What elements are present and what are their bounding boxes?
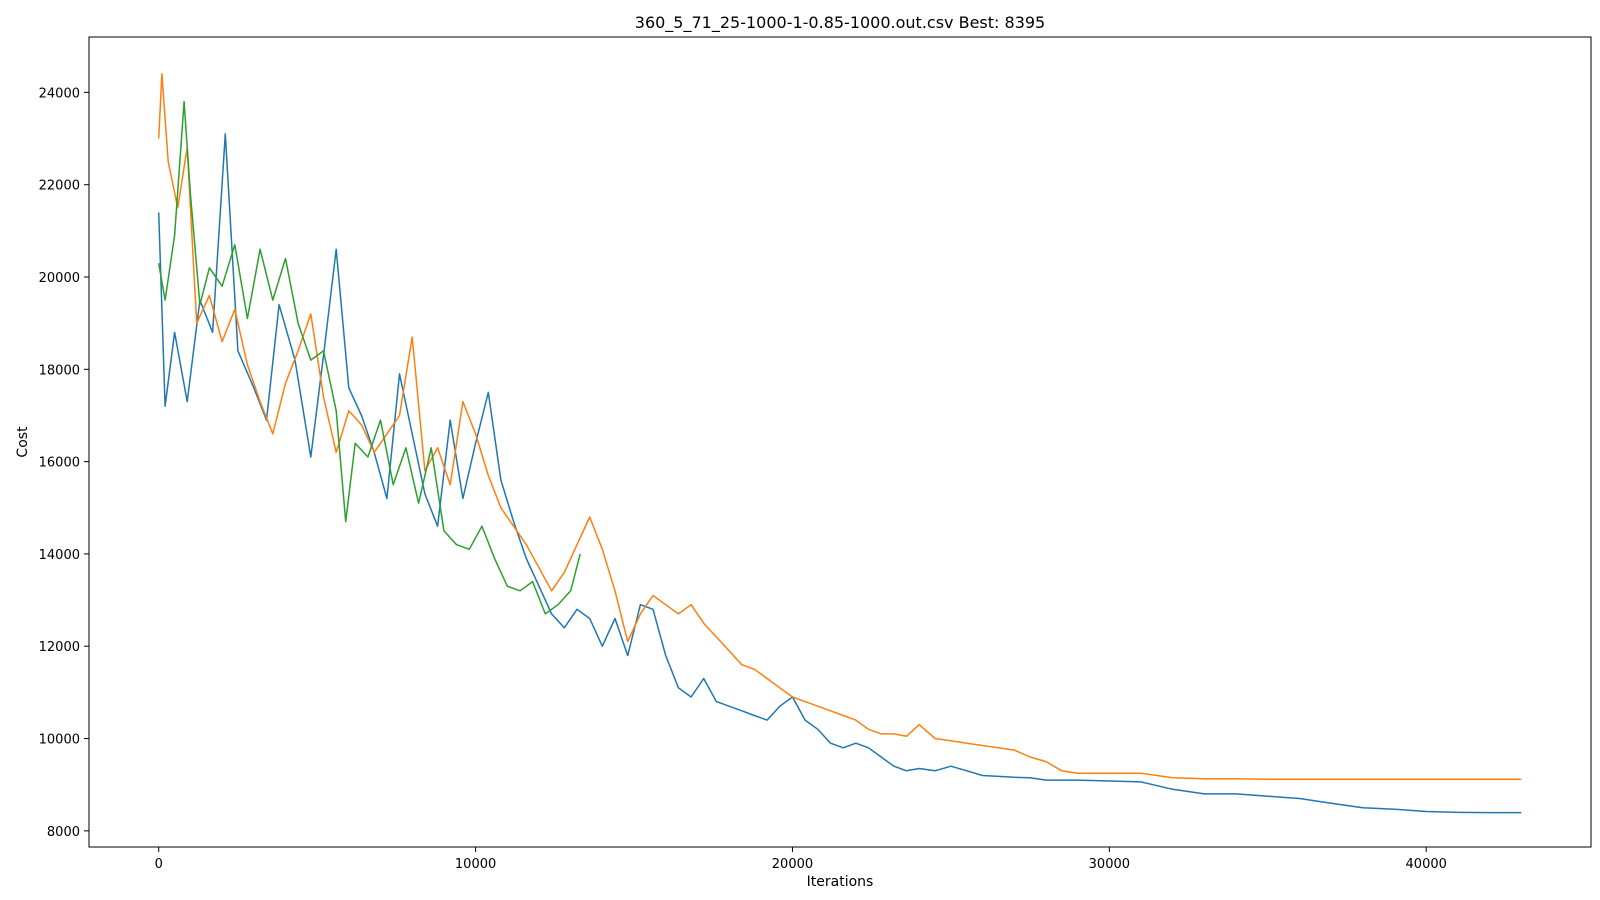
y-axis-ticks: 8000 10000 12000 14000 16000 18000 20000 22000 2…: [39, 86, 89, 840]
chart-title: 360_5_71_25-1000-1-0.85-1000.out.csv Bes…: [635, 13, 1045, 33]
y-tick-label: 22000: [39, 179, 80, 194]
x-axis-ticks: 0 10000 20000 30000 40000: [155, 847, 1447, 872]
y-tick-label: 14000: [39, 548, 80, 563]
x-tick-label: 20000: [772, 857, 813, 872]
y-tick-label: 10000: [39, 733, 80, 748]
y-tick-label: 24000: [39, 86, 80, 101]
series-line-2: [157, 73, 1522, 780]
y-axis-label: Cost: [15, 426, 31, 458]
x-tick-label: 30000: [1089, 857, 1130, 872]
y-tick-label: 18000: [39, 363, 80, 378]
y-tick-label: 20000: [39, 271, 80, 286]
y-tick-label: 8000: [47, 825, 80, 840]
x-tick-label: 0: [155, 857, 163, 872]
y-tick-label: 16000: [39, 456, 80, 471]
series-line-1: [157, 133, 1522, 814]
plot-area-frame: [88, 36, 1592, 848]
y-tick-label: 12000: [39, 640, 80, 655]
x-axis-label: Iterations: [807, 874, 874, 890]
series-lines: [157, 73, 1522, 814]
x-tick-label: 10000: [455, 857, 496, 872]
x-tick-label: 40000: [1406, 857, 1447, 872]
series-line-3: [157, 100, 581, 615]
